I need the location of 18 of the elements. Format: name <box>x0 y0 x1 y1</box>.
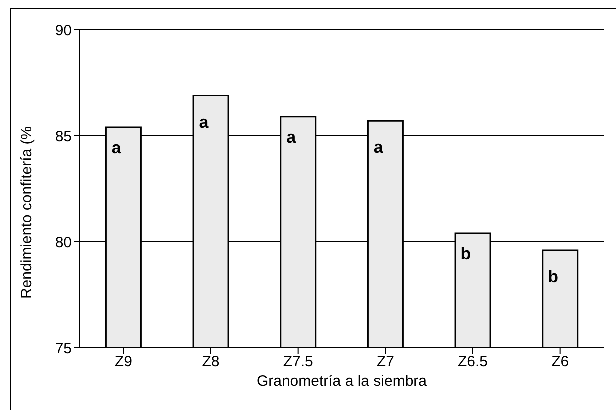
annotation: a <box>199 112 210 132</box>
x-tick-label: Z6.5 <box>458 354 488 371</box>
y-tick-label: 85 <box>55 128 72 146</box>
y-tick-label: 90 <box>55 22 72 40</box>
y-axis-title: Rendimiento confitería (% <box>18 126 36 299</box>
x-tick-label: Z7.5 <box>283 354 314 371</box>
y-tick-label: 75 <box>55 340 72 358</box>
annotation: b <box>548 268 559 287</box>
x-tick-label: Z7 <box>376 354 394 371</box>
annotation: b <box>460 244 472 264</box>
x-tick-label: Z6 <box>552 354 570 371</box>
annotation: a <box>286 128 297 147</box>
x-tick-label: Z9 <box>114 354 132 371</box>
annotation: a <box>112 138 122 158</box>
annotation: a <box>374 138 384 158</box>
x-axis-title: Granometría a la siembra <box>256 373 428 390</box>
x-tick-label: Z8 <box>202 354 220 371</box>
y-tick-label: 80 <box>55 234 72 252</box>
